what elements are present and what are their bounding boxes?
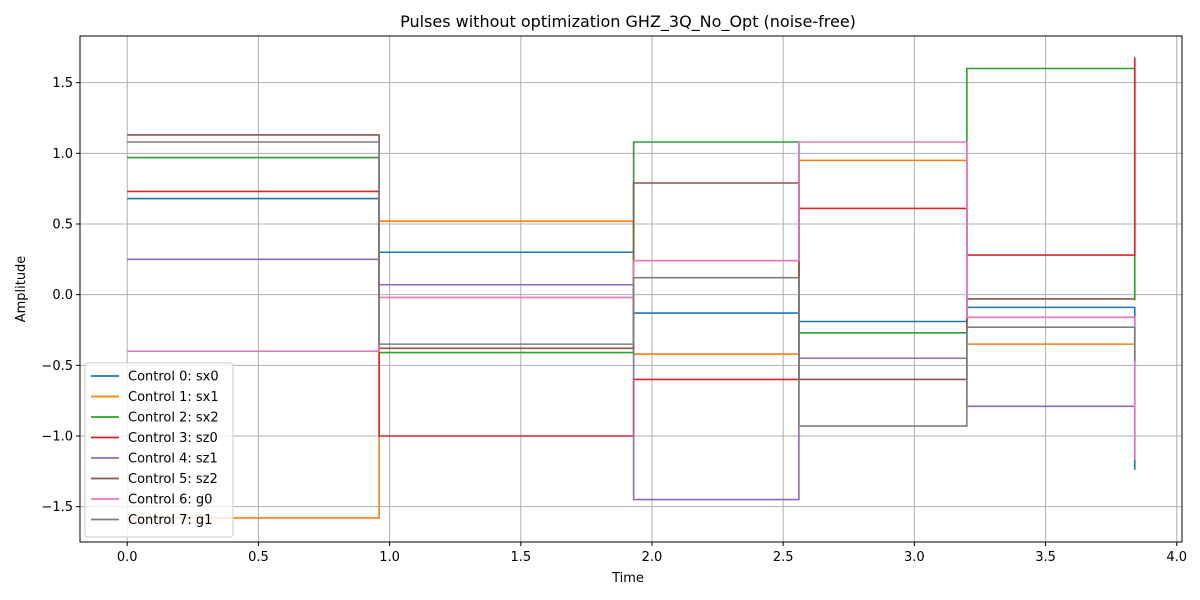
y-axis-label: Amplitude — [14, 256, 29, 323]
y-tick-label: 1.0 — [52, 147, 73, 162]
y-tick-label: −1.0 — [41, 429, 73, 444]
legend-label: Control 7: g1 — [128, 513, 212, 528]
series-lines — [127, 57, 1136, 519]
legend-label: Control 3: sz0 — [128, 431, 218, 446]
ticks: 0.0 0.5 1.0 1.5 2.0 2.5 3.0 3.5 4.0 −1.5 −1.0 −0.5 0… — [41, 76, 1187, 565]
y-tick-label: 1.5 — [52, 76, 73, 91]
legend-box — [84, 362, 234, 538]
x-tick-label: 2.0 — [642, 550, 663, 565]
x-tick-label: 0.5 — [248, 550, 269, 565]
legend-label: Control 6: g0 — [128, 493, 212, 508]
x-tick-label: 0.0 — [117, 550, 138, 565]
legend-label: Control 1: sx1 — [128, 390, 219, 405]
y-tick-label: −1.5 — [41, 500, 73, 515]
plot-frame — [79, 35, 1183, 543]
x-tick-label: 3.0 — [904, 550, 925, 565]
y-tick-label: 0.5 — [52, 217, 73, 232]
x-tick-label: 3.5 — [1035, 550, 1056, 565]
legend-label: Control 0: sx0 — [128, 370, 219, 385]
x-tick-label: 1.5 — [510, 550, 531, 565]
legend-label: Control 2: sx2 — [128, 411, 219, 426]
legend: Control 0: sx0 Control 1: sx1 Control 2: s… — [84, 362, 234, 538]
x-tick-label: 1.0 — [379, 550, 400, 565]
y-tick-label: −0.5 — [41, 359, 73, 374]
y-tick-label: 0.0 — [52, 288, 73, 303]
x-tick-label: 2.5 — [773, 550, 794, 565]
chart-title: Pulses without optimization GHZ_3Q_No_Op… — [400, 12, 856, 32]
x-tick-label: 4.0 — [1166, 550, 1187, 565]
x-axis-label: Time — [611, 571, 644, 586]
series-line-7 — [127, 141, 1136, 427]
legend-label: Control 4: sz1 — [128, 452, 218, 467]
legend-label: Control 5: sz2 — [128, 472, 218, 487]
